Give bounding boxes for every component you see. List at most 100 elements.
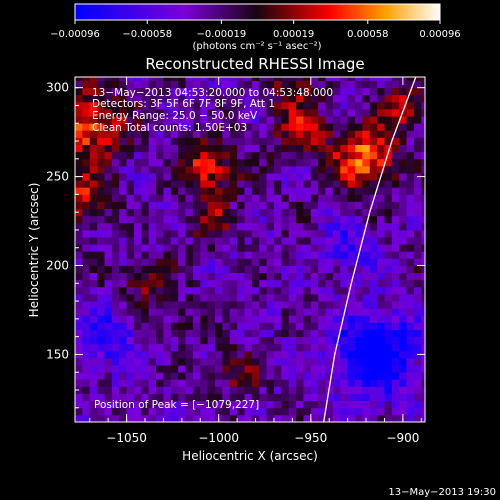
heatmap-pixel [340,194,349,202]
heatmap-pixel [126,272,135,281]
heatmap-pixel [347,258,356,266]
heatmap-pixel [126,187,135,195]
heatmap-pixel [170,329,179,338]
heatmap-pixel [303,251,312,259]
heatmap-pixel [141,101,150,110]
heatmap-pixel [185,308,194,316]
heatmap-pixel [303,222,312,231]
heatmap-pixel [104,165,113,174]
heatmap-pixel [266,286,275,295]
heatmap-pixel [296,301,304,309]
heatmap-pixel [406,187,415,195]
heatmap-pixel [296,286,304,295]
heatmap-pixel [222,130,231,138]
heatmap-pixel [119,187,127,195]
heatmap-pixel [391,229,400,238]
heatmap-pixel [318,116,326,124]
heatmap-pixel [325,80,334,89]
heatmap-pixel [355,293,363,302]
heatmap-pixel [141,229,150,238]
heatmap-pixel [266,372,275,380]
heatmap-pixel [185,194,194,202]
heatmap-pixel [281,286,290,295]
heatmap-pixel [89,80,98,89]
heatmap-pixel [126,123,135,131]
heatmap-pixel [251,251,260,259]
heatmap-pixel [207,301,216,309]
heatmap-pixel [296,251,304,259]
heatmap-pixel [141,386,150,394]
heatmap-pixel [229,208,238,217]
heatmap-pixel [266,180,275,188]
heatmap-pixel [384,144,393,153]
heatmap-pixel [178,322,186,330]
heatmap-pixel [229,343,238,352]
heatmap-pixel [170,208,179,217]
heatmap-pixel [362,279,371,288]
heatmap-pixel [281,208,290,217]
heatmap-pixel [141,286,150,295]
heatmap-pixel [192,265,201,274]
heatmap-pixel [170,322,179,330]
heatmap-pixel [281,237,290,245]
heatmap-pixel [148,201,157,209]
heatmap-pixel [391,101,400,110]
heatmap-pixel [170,350,179,359]
heatmap-pixel [288,329,297,338]
heatmap-pixel [119,229,127,238]
heatmap-pixel [369,301,378,309]
heatmap-pixel [310,80,319,89]
heatmap-pixel [89,293,98,302]
heatmap-pixel [318,343,326,352]
heatmap-pixel [200,272,209,281]
heatmap-pixel [185,393,194,402]
heatmap-pixel [148,80,157,89]
heatmap-pixel [192,101,201,110]
heatmap-pixel [281,87,290,96]
heatmap-pixel [318,414,326,422]
heatmap-pixel [207,357,216,366]
heatmap-pixel [288,80,297,89]
heatmap-pixel [229,258,238,266]
heatmap-pixel [377,215,385,224]
heatmap-pixel [148,180,157,188]
heatmap-pixel [133,116,142,124]
heatmap-pixel [111,94,120,103]
heatmap-pixel [200,379,209,387]
heatmap-pixel [82,237,91,245]
heatmap-pixel [391,215,400,224]
heatmap-pixel [369,251,378,259]
heatmap-pixel [266,87,275,96]
heatmap-pixel [377,87,385,96]
heatmap-pixel [222,414,231,422]
heatmap-pixel [332,414,341,422]
heatmap-pixel [237,336,245,345]
heatmap-pixel [399,350,407,359]
heatmap-pixel [119,258,127,266]
heatmap-pixel [377,151,385,160]
heatmap-pixel [163,308,172,316]
heatmap-pixel [421,329,425,338]
heatmap-pixel [273,265,282,274]
heatmap-pixel [296,272,304,281]
heatmap-pixel [237,293,245,302]
heatmap-pixel [126,308,135,316]
heatmap-pixel [362,116,371,124]
heatmap-pixel [310,229,319,238]
heatmap-pixel [222,293,231,302]
heatmap-pixel [148,407,157,416]
heatmap-pixel [222,244,231,252]
heatmap-pixel [369,293,378,302]
heatmap-pixel [281,393,290,402]
heatmap-pixel [207,414,216,422]
y-tick-label: 150 [46,347,69,361]
heatmap-pixel [340,400,349,409]
heatmap-pixel [237,165,245,174]
heatmap-pixel [141,329,150,338]
heatmap-pixel [156,201,164,209]
heatmap-pixel [406,229,415,238]
heatmap-pixel [406,308,415,316]
heatmap-pixel [318,329,326,338]
heatmap-pixel [273,237,282,245]
heatmap-pixel [192,244,201,252]
